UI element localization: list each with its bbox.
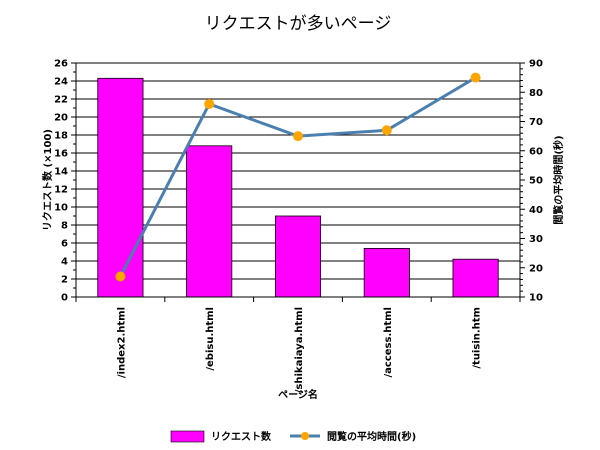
x-axis-label: ページ名 <box>278 388 318 401</box>
y-tick-label: 22 <box>54 95 68 106</box>
line-point <box>293 131 303 142</box>
x-tick-label: /ebisu.html <box>205 307 216 371</box>
x-tick-label: /shikaiaya.html <box>294 307 305 393</box>
y2-tick-label: 80 <box>529 88 543 99</box>
line-point <box>470 72 481 83</box>
bar <box>452 258 499 298</box>
legend: リクエスト数 閲覧の平均時間(秒) <box>170 430 416 443</box>
y2-tick-label: 60 <box>529 146 543 157</box>
y-axis-label: リクエスト数 (×100) <box>41 129 54 231</box>
y-tick-label: 2 <box>61 275 68 286</box>
line-point <box>115 271 126 282</box>
y-tick-label: 6 <box>61 239 68 250</box>
bar <box>186 145 233 298</box>
x-tick-label: /index2.html <box>116 307 127 378</box>
chart-title: リクエストが多いページ <box>205 14 392 34</box>
y-tick-label: 16 <box>54 149 68 160</box>
y-tick-label: 10 <box>54 203 68 214</box>
line-point <box>381 125 392 136</box>
legend-line-label: 閲覧の平均時間(秒) <box>327 430 416 443</box>
y-tick-label: 18 <box>54 131 68 142</box>
y-tick-label: 26 <box>54 59 68 70</box>
y2-tick-label: 70 <box>529 117 543 128</box>
y2-tick-label: 10 <box>529 293 543 304</box>
y2-tick-label: 50 <box>529 176 543 187</box>
y-tick-label: 24 <box>54 77 68 88</box>
y-tick-label: 0 <box>61 293 68 304</box>
y-tick-label: 12 <box>54 185 68 196</box>
line-point <box>204 98 215 109</box>
x-axis-tick-labels: /index2.html/ebisu.html/shikaiaya.html/a… <box>116 307 482 393</box>
bar <box>97 77 144 298</box>
y-tick-label: 14 <box>54 167 68 178</box>
line-series <box>115 72 481 282</box>
y2-tick-label: 90 <box>529 59 543 70</box>
y-tick-label: 8 <box>61 221 68 232</box>
legend-line-marker <box>301 432 309 440</box>
y2-axis-label: 閲覧の平均時間(秒) <box>552 135 565 224</box>
bar-series <box>97 77 499 298</box>
axes <box>71 62 525 302</box>
y-tick-label: 4 <box>61 257 68 268</box>
bar <box>274 215 322 298</box>
x-tick-label: /tuisin.htm <box>472 307 483 369</box>
legend-bar-swatch <box>170 430 205 443</box>
y2-tick-label: 40 <box>529 205 543 216</box>
y2-tick-label: 30 <box>529 234 543 245</box>
right-axis-tick-labels: 10 20 30 40 50 60 70 80 90 <box>529 59 543 304</box>
y-tick-label: 20 <box>54 113 68 124</box>
bar <box>363 247 410 298</box>
x-tick-label: /access.html <box>383 307 394 378</box>
y2-tick-label: 20 <box>529 263 543 274</box>
legend-bar-label: リクエスト数 <box>211 430 272 443</box>
gridlines <box>76 62 520 280</box>
